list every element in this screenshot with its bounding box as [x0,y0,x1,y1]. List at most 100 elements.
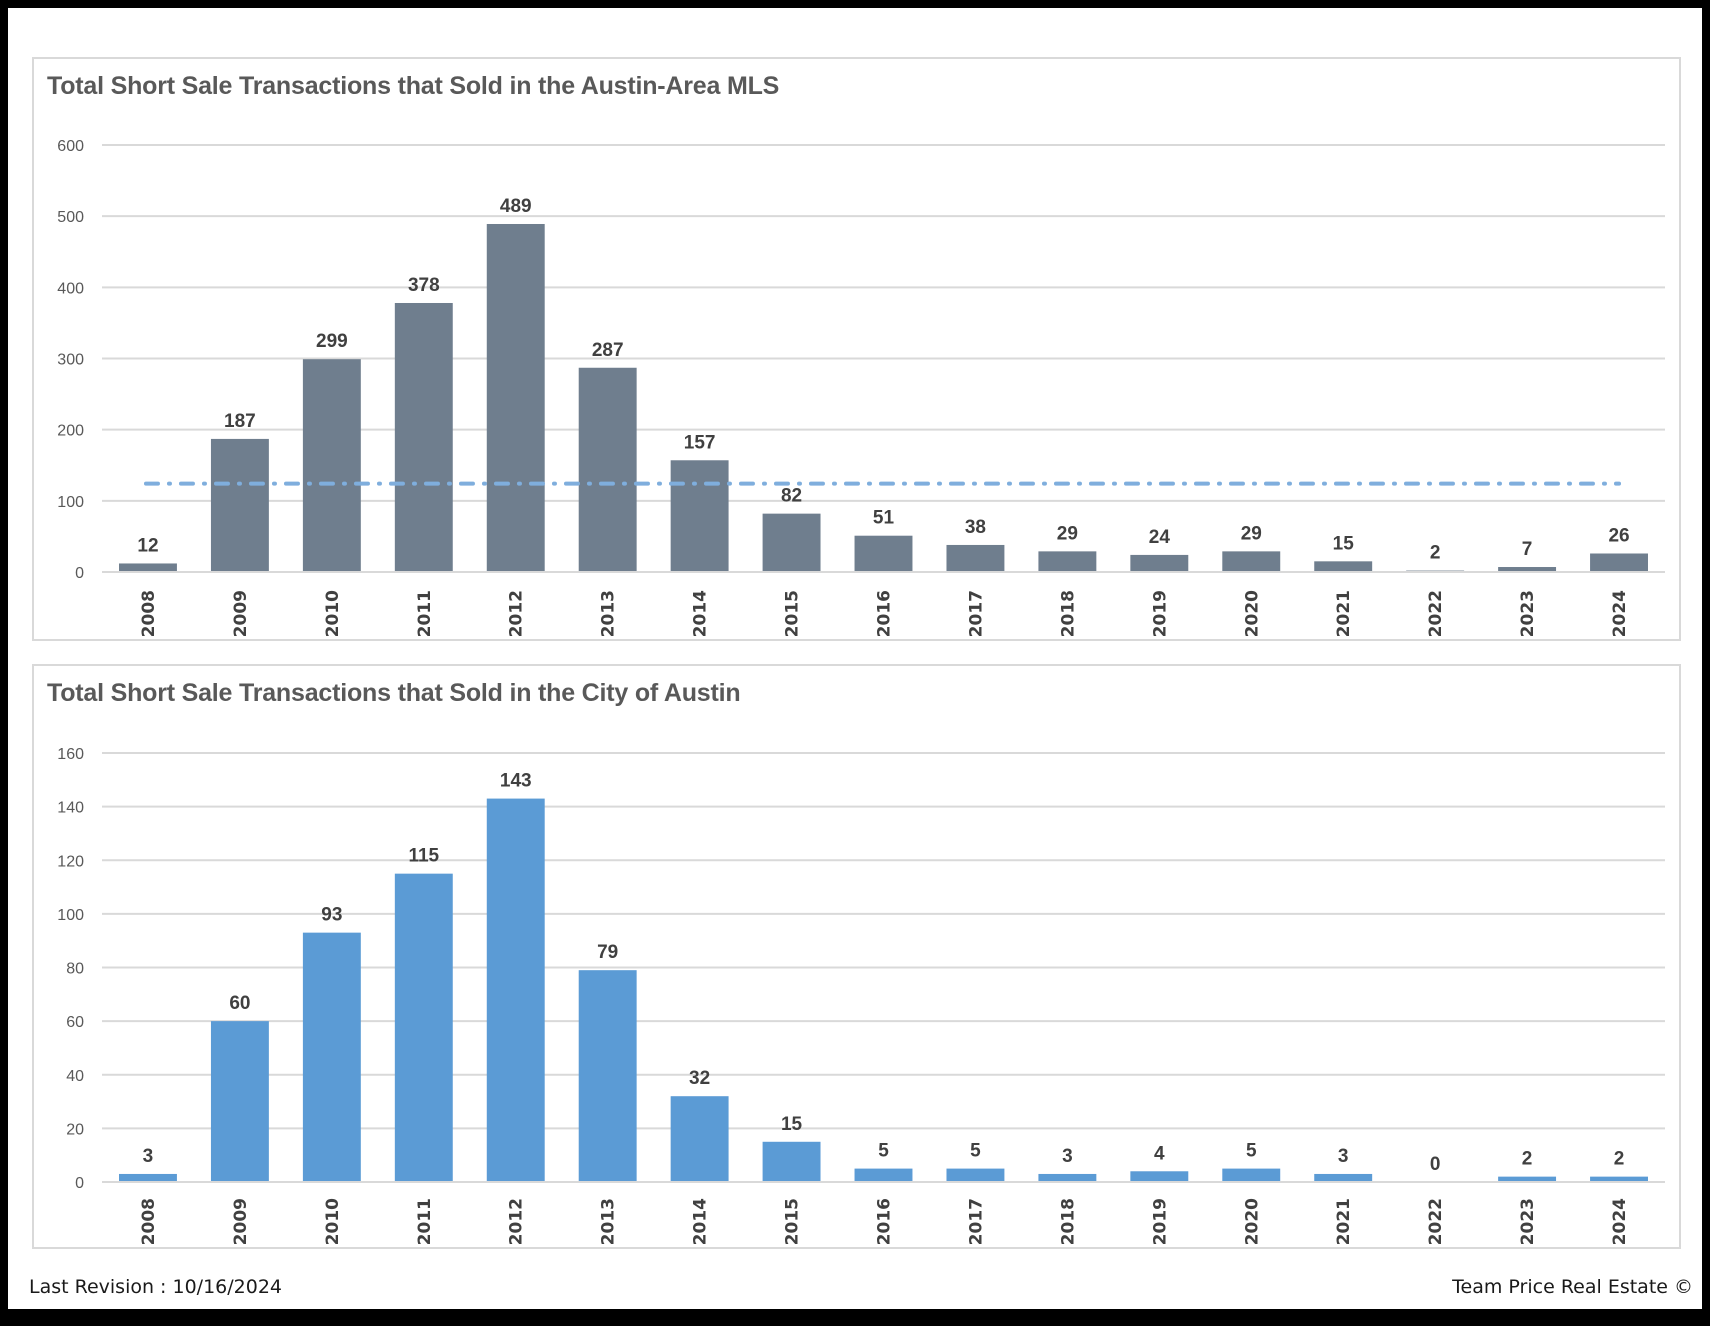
x-tick-label-2023: 2023 [1518,590,1538,637]
data-label-2017: 5 [970,1141,981,1162]
data-label-2014: 32 [689,1068,710,1089]
bar-2020 [1222,551,1281,572]
data-label-2015: 82 [781,486,802,507]
x-tick-label-2018: 2018 [1058,590,1078,637]
data-label-2012: 489 [500,196,532,217]
bar-2011 [394,302,453,572]
bar-2014 [670,460,729,572]
bar-chart-city-of-austin: 0204060801001201401603200860200993201011… [57,746,1665,1245]
bar-2010 [302,359,361,572]
bar-2010 [302,932,361,1182]
x-tick-label-2015: 2015 [783,590,803,637]
y-tick-label: 140 [57,800,84,817]
bar-2018 [1038,551,1097,572]
bar-2024 [1590,553,1648,572]
bar-2013 [578,970,637,1182]
y-tick-label: 0 [75,1175,84,1192]
x-tick-label-2013: 2013 [599,590,619,637]
x-tick-label-2011: 2011 [415,1198,435,1245]
bar-2016 [854,535,913,572]
data-label-2010: 299 [316,331,348,352]
x-tick-label-2009: 2009 [231,590,251,637]
bar-2012 [486,223,545,572]
x-tick-label-2024: 2024 [1610,1198,1630,1245]
bar-2014 [670,1096,729,1182]
data-label-2021: 3 [1338,1146,1349,1167]
x-tick-label-2014: 2014 [691,1198,711,1245]
bar-2018 [1038,1173,1097,1182]
x-tick-label-2010: 2010 [323,1198,343,1245]
data-label-2022: 2 [1430,543,1441,564]
page: Total Short Sale Transactions that Sold … [8,8,1702,1309]
data-label-2020: 5 [1246,1141,1257,1162]
data-label-2008: 3 [143,1146,154,1167]
data-label-2014: 157 [684,432,716,453]
bar-2021 [1314,561,1373,572]
y-tick-label: 40 [66,1068,84,1085]
x-tick-label-2021: 2021 [1334,590,1354,637]
bar-2023 [1498,1176,1557,1182]
bar-2008 [119,563,177,572]
x-tick-label-2008: 2008 [139,1198,159,1245]
copyright-text: Team Price Real Estate © [1452,1276,1693,1298]
bar-2012 [486,798,545,1182]
y-tick-label: 600 [57,138,84,155]
last-revision-text: Last Revision : 10/16/2024 [29,1276,283,1298]
x-tick-label-2011: 2011 [415,590,435,637]
x-tick-label-2018: 2018 [1058,1198,1078,1245]
bar-2020 [1222,1168,1281,1182]
x-tick-label-2013: 2013 [599,1198,619,1245]
x-tick-label-2022: 2022 [1426,590,1446,637]
x-tick-label-2019: 2019 [1150,1198,1170,1245]
bar-2015 [762,513,821,572]
x-tick-label-2009: 2009 [231,1198,251,1245]
data-label-2009: 60 [229,993,250,1014]
bar-2009 [210,1021,269,1182]
chart-title: Total Short Sale Transactions that Sold … [47,72,780,100]
x-tick-label-2020: 2020 [1242,590,1262,637]
chart-title: Total Short Sale Transactions that Sold … [47,679,741,707]
x-tick-label-2010: 2010 [323,590,343,637]
data-label-2024: 26 [1608,525,1629,546]
data-label-2011: 378 [408,275,440,296]
data-label-2022: 0 [1430,1154,1441,1175]
bar-2013 [578,367,637,572]
data-label-2018: 29 [1057,523,1078,544]
x-tick-label-2015: 2015 [783,1198,803,1245]
y-tick-label: 400 [57,280,84,297]
x-tick-label-2014: 2014 [691,590,711,637]
x-tick-label-2019: 2019 [1150,590,1170,637]
x-tick-label-2023: 2023 [1518,1198,1538,1245]
data-label-2013: 79 [597,942,618,963]
y-tick-label: 20 [66,1121,84,1138]
data-label-2016: 5 [878,1141,889,1162]
x-tick-label-2008: 2008 [139,590,159,637]
bar-2017 [946,1168,1005,1182]
x-tick-label-2020: 2020 [1242,1198,1262,1245]
bar-2015 [762,1141,821,1182]
chart-panel-city-of-austin: Total Short Sale Transactions that Sold … [32,664,1681,1249]
data-label-2023: 2 [1522,1149,1533,1170]
bar-2017 [946,544,1005,572]
bar-2023 [1498,567,1557,572]
bar-2019 [1130,1171,1189,1182]
x-tick-label-2024: 2024 [1610,590,1630,637]
x-tick-label-2021: 2021 [1334,1198,1354,1245]
x-tick-label-2012: 2012 [507,1198,527,1245]
data-label-2019: 24 [1149,527,1171,548]
data-label-2009: 187 [224,411,256,432]
data-label-2013: 287 [592,340,624,361]
bar-2016 [854,1168,913,1182]
y-tick-label: 100 [57,494,84,511]
y-tick-label: 80 [66,961,84,978]
bar-chart-austin-area-mls: 0 100 200 300 400 500 600 12 2008 187 2009 299 2010 3… [57,138,1665,637]
data-label-2020: 29 [1241,523,1262,544]
x-tick-label-2016: 2016 [875,1198,895,1245]
y-tick-label: 0 [75,565,84,582]
data-label-2011: 115 [408,846,439,867]
data-label-2019: 4 [1154,1143,1165,1164]
chart-panel-austin-area-mls: Total Short Sale Transactions that Sold … [32,57,1681,641]
bar-2024 [1590,1176,1648,1182]
bar-2021 [1314,1173,1373,1182]
data-label-2016: 51 [873,508,895,529]
